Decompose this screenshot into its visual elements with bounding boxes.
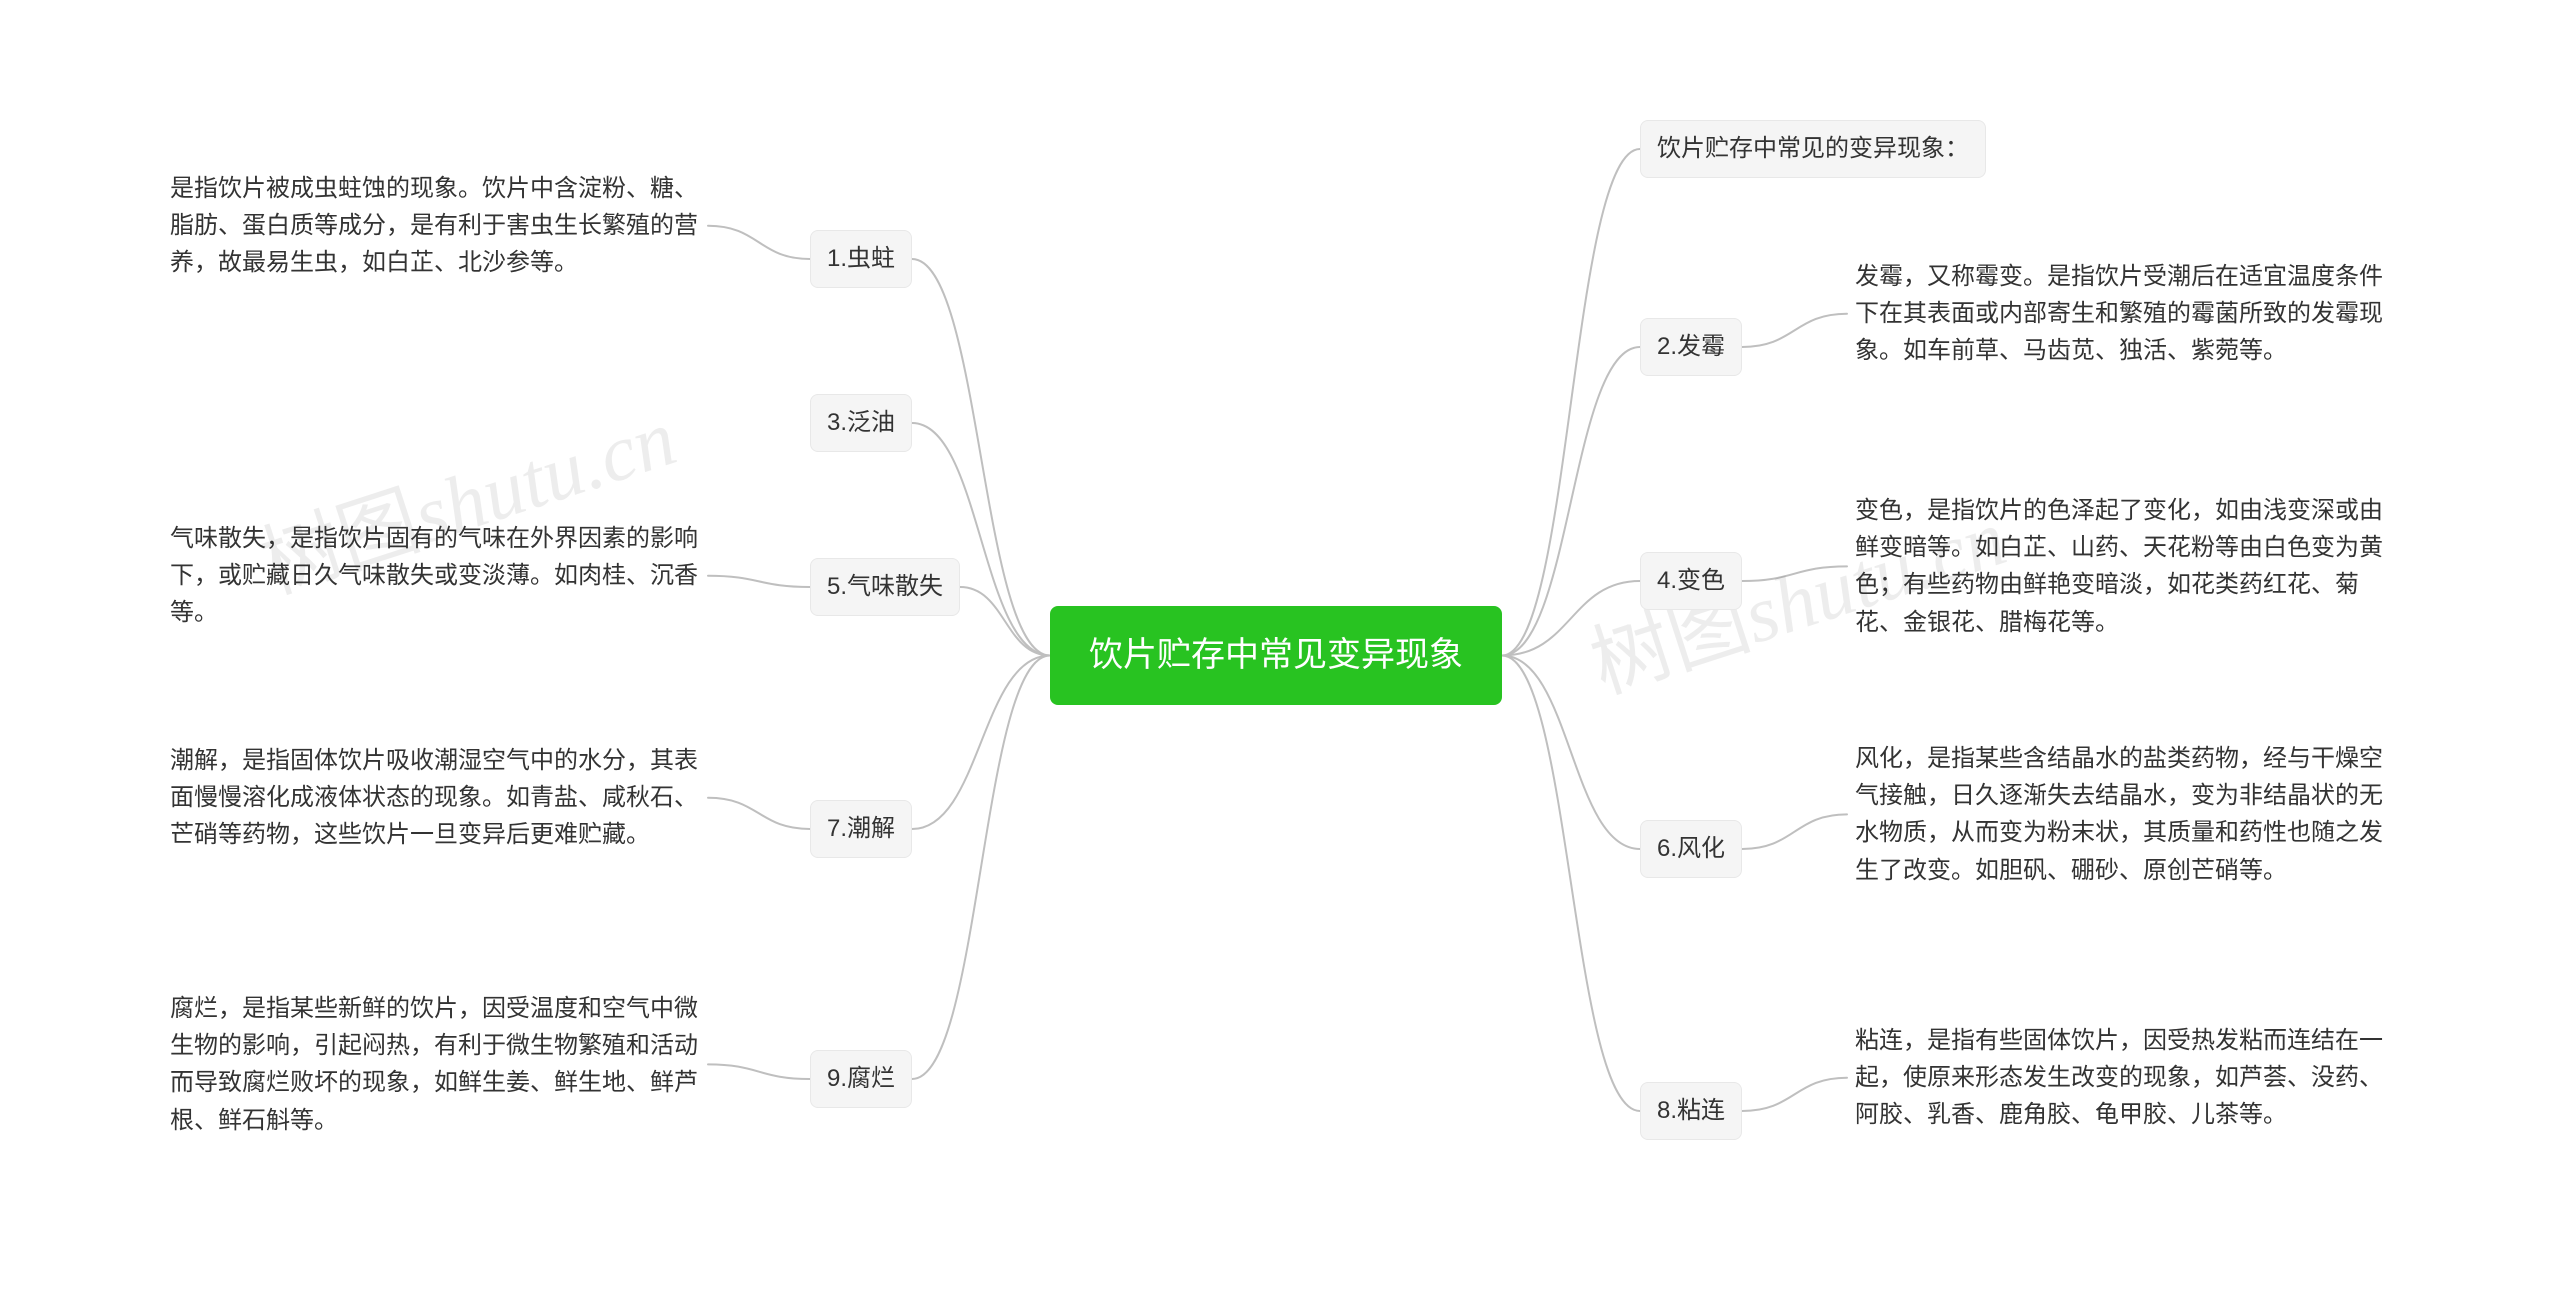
mindmap-canvas: 树图shutu.cn 树图shutu.cn 饮片贮存中常见变异现象 1.虫蛀是指… bbox=[0, 0, 2560, 1294]
right-branch-desc: 变色，是指饮片的色泽起了变化，如由浅变深或由鲜变暗等。如白芷、山药、天花粉等由白… bbox=[1855, 492, 2385, 641]
right-branch-desc: 发霉，又称霉变。是指饮片受潮后在适宜温度条件下在其表面或内部寄生和繁殖的霉菌所致… bbox=[1855, 258, 2385, 370]
right-branch-title[interactable]: 饮片贮存中常见的变异现象： bbox=[1640, 120, 1986, 178]
left-branch-title[interactable]: 3.泛油 bbox=[810, 394, 912, 452]
left-branch-title[interactable]: 5.气味散失 bbox=[810, 558, 960, 616]
right-branch-title[interactable]: 8.粘连 bbox=[1640, 1082, 1742, 1140]
right-branch-title[interactable]: 2.发霉 bbox=[1640, 318, 1742, 376]
right-branch-desc: 粘连，是指有些固体饮片，因受热发粘而连结在一起，使原来形态发生改变的现象，如芦荟… bbox=[1855, 1022, 2385, 1134]
center-topic-label: 饮片贮存中常见变异现象 bbox=[1089, 636, 1463, 674]
left-branch-title[interactable]: 7.潮解 bbox=[810, 800, 912, 858]
left-branch-desc: 腐烂，是指某些新鲜的饮片，因受温度和空气中微生物的影响，引起闷热，有利于微生物繁… bbox=[170, 990, 700, 1139]
left-branch-desc: 气味散失，是指饮片固有的气味在外界因素的影响下，或贮藏日久气味散失或变淡薄。如肉… bbox=[170, 520, 700, 632]
right-branch-title[interactable]: 4.变色 bbox=[1640, 552, 1742, 610]
left-branch-title[interactable]: 9.腐烂 bbox=[810, 1050, 912, 1108]
left-branch-desc: 是指饮片被成虫蛀蚀的现象。饮片中含淀粉、糖、脂肪、蛋白质等成分，是有利于害虫生长… bbox=[170, 170, 700, 282]
left-branch-desc: 潮解，是指固体饮片吸收潮湿空气中的水分，其表面慢慢溶化成液体状态的现象。如青盐、… bbox=[170, 742, 700, 854]
center-topic[interactable]: 饮片贮存中常见变异现象 bbox=[1050, 606, 1502, 705]
right-branch-title[interactable]: 6.风化 bbox=[1640, 820, 1742, 878]
left-branch-title[interactable]: 1.虫蛀 bbox=[810, 230, 912, 288]
right-branch-desc: 风化，是指某些含结晶水的盐类药物，经与干燥空气接触，日久逐渐失去结晶水，变为非结… bbox=[1855, 740, 2385, 889]
